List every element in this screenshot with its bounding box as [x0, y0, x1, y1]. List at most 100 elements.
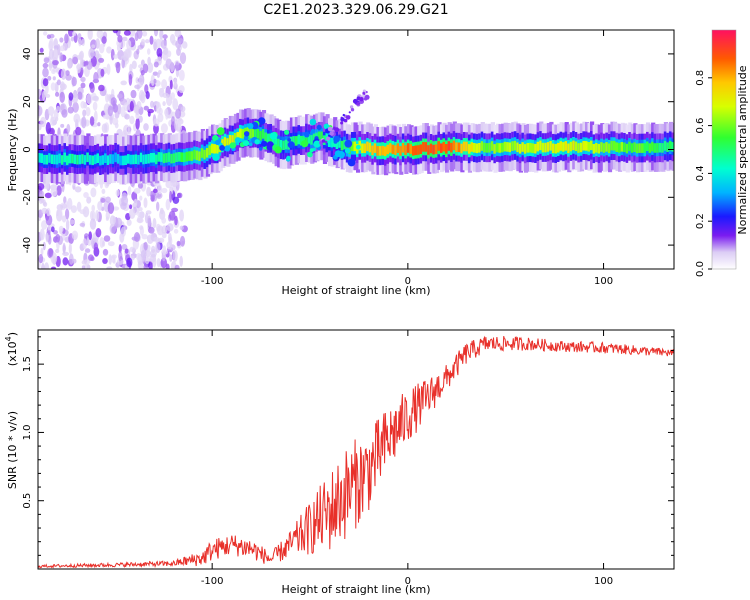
- spectrogram-ridge-cell: [264, 132, 269, 143]
- spectrogram-noise-mark: [70, 205, 77, 214]
- spectrogram-noise-mark: [83, 192, 89, 198]
- colorbar-gradient: [712, 30, 736, 269]
- spectrogram-ridge-cell: [447, 141, 452, 151]
- spectrogram-ridge-cell: [160, 152, 165, 162]
- spectrogram-noise-mark: [97, 122, 101, 127]
- spectrogram-noise-mark: [123, 30, 131, 36]
- spectrogram-ridge-cell: [310, 135, 315, 145]
- spectrogram-noise-mark: [155, 241, 161, 254]
- spectrogram-ridge-cell: [297, 134, 302, 145]
- spectrogram-noise-mark: [64, 33, 69, 44]
- spectrogram-ridge-cell: [83, 155, 88, 165]
- spectrogram-ridge-cell: [628, 141, 633, 152]
- spectrogram-noise-mark: [169, 190, 173, 203]
- spectrogram-ridge-cell: [653, 143, 658, 153]
- spectrogram-ridge-cell: [60, 155, 66, 165]
- snr-panel: -100 0 100 0.5 1.0 1.5 Height of straight lin…: [4, 329, 675, 596]
- snr-ytick-label: 0.5: [22, 493, 33, 509]
- spectrogram-noise-mark: [44, 93, 51, 98]
- spectrogram-noise-mark: [59, 37, 64, 43]
- spectrogram-noise-mark: [168, 210, 176, 221]
- spectrogram-ridge-cell: [618, 143, 623, 153]
- spectrogram-ridge-cell: [557, 142, 562, 153]
- spectrogram-ridge-cell: [127, 154, 132, 164]
- spectrogram-ridge-cell: [183, 152, 188, 163]
- spectrogram-noise-mark: [80, 67, 84, 76]
- spectrogram-noise-mark: [93, 110, 98, 123]
- spectrogram-noise-mark: [80, 58, 84, 71]
- spectrogram-noise-mark: [45, 122, 51, 134]
- spectrogram-ridge-cell: [511, 141, 516, 151]
- spectrogram-noise-mark: [171, 207, 179, 213]
- spectrogram-noise-mark: [81, 116, 87, 129]
- spectrogram-noise-mark: [110, 48, 115, 61]
- spectrogram-ridge-cell: [226, 138, 231, 148]
- spectrogram-blob-mark: [299, 137, 304, 142]
- spectrogram-ytick-label: -20: [22, 189, 33, 205]
- spectrogram-noise-mark: [121, 195, 129, 206]
- spectrogram-noise-mark: [68, 253, 74, 265]
- spectrogram-noise-mark: [80, 76, 86, 83]
- spectrogram-ridge-cell: [582, 140, 587, 151]
- spectrogram-noise-mark: [179, 255, 183, 267]
- spectrogram-noise-mark: [110, 97, 117, 106]
- spectrogram-ridge-cell: [445, 144, 450, 154]
- spectrogram-noise-mark: [111, 254, 117, 259]
- spectrogram-ridge-cell: [185, 151, 190, 162]
- chart-title: C2E1.2023.329.06.29.G21: [263, 2, 448, 18]
- spectrogram-noise-mark: [72, 56, 78, 65]
- spectrogram-ridge-cell: [279, 140, 284, 150]
- spectrogram-ridge-cell: [658, 142, 663, 153]
- colorbar-label: Normalized spectral amplitude: [736, 65, 749, 234]
- spectrogram-noise-mark: [176, 240, 181, 247]
- spectrogram-ridge-cell: [361, 143, 366, 154]
- spectrogram-ridge-cell: [282, 140, 287, 150]
- spectrogram-ridge-cell: [523, 144, 529, 154]
- spectrogram-noise-mark: [70, 36, 75, 42]
- snr-xtick-label: 100: [594, 576, 613, 587]
- spectrogram-ridge-cell: [177, 152, 183, 162]
- spectrogram-ridge-cell: [518, 144, 523, 154]
- spectrogram-ridge-cell: [366, 141, 371, 152]
- spectrogram-noise-mark: [50, 187, 58, 197]
- spectrogram-ridge-cell: [228, 135, 233, 145]
- spectrogram-ridge-cell: [564, 141, 569, 151]
- spectrogram-noise-mark: [95, 210, 100, 222]
- spectrogram-noise-mark: [136, 253, 142, 261]
- spectrogram-noise-mark: [155, 191, 163, 200]
- spectrogram-ridge-cell: [625, 143, 630, 154]
- spectrogram-ridge-cell: [45, 154, 50, 165]
- spectrogram-noise-mark: [93, 242, 99, 253]
- spectrogram-noise-mark: [117, 93, 123, 99]
- spectrogram-noise-mark: [71, 92, 79, 104]
- spectrogram-noise-mark: [39, 47, 44, 53]
- spectrogram-ticks: -100 0 100 -40 -20 0 20 40: [22, 30, 674, 287]
- spectrogram-noise-mark: [148, 260, 153, 269]
- spectrogram-ridge-cell: [221, 139, 226, 149]
- spectrogram-ridge-cell: [211, 143, 216, 154]
- spectrogram-noise-mark: [86, 93, 93, 105]
- spectrogram-ridge-cell: [73, 154, 78, 165]
- spectrogram-ridge-cell: [668, 141, 674, 151]
- spectrogram-noise-mark: [174, 264, 180, 269]
- spectrogram-ridge-cell: [223, 137, 228, 147]
- spectrogram-noise-mark: [179, 235, 186, 247]
- spectrogram-ridge-cell: [106, 155, 111, 165]
- spectrogram-noise-mark: [136, 101, 142, 109]
- spectrogram-noise-mark: [115, 189, 120, 197]
- spectrogram-ridge-cell: [424, 142, 429, 152]
- spectrogram-noise-mark: [141, 234, 148, 240]
- spectrogram-ridge-cell: [162, 153, 167, 164]
- spectrogram-blob-mark: [304, 131, 310, 138]
- spectrogram-noise-mark: [175, 108, 182, 119]
- spectrogram-noise-mark: [62, 257, 69, 266]
- spectrogram-ridge-cell: [401, 143, 406, 153]
- spectrogram-noise-mark: [88, 231, 92, 241]
- spectrogram-ridge-cell: [493, 144, 498, 154]
- spectrogram-ridge-cell: [142, 154, 147, 165]
- spectrogram-noise-mark: [137, 182, 144, 189]
- spectrogram-noise-mark: [112, 117, 119, 126]
- spectrogram-ridge-cell: [661, 143, 666, 153]
- spectrogram-noise-mark: [178, 85, 185, 94]
- spectrogram-noise-mark: [146, 234, 154, 244]
